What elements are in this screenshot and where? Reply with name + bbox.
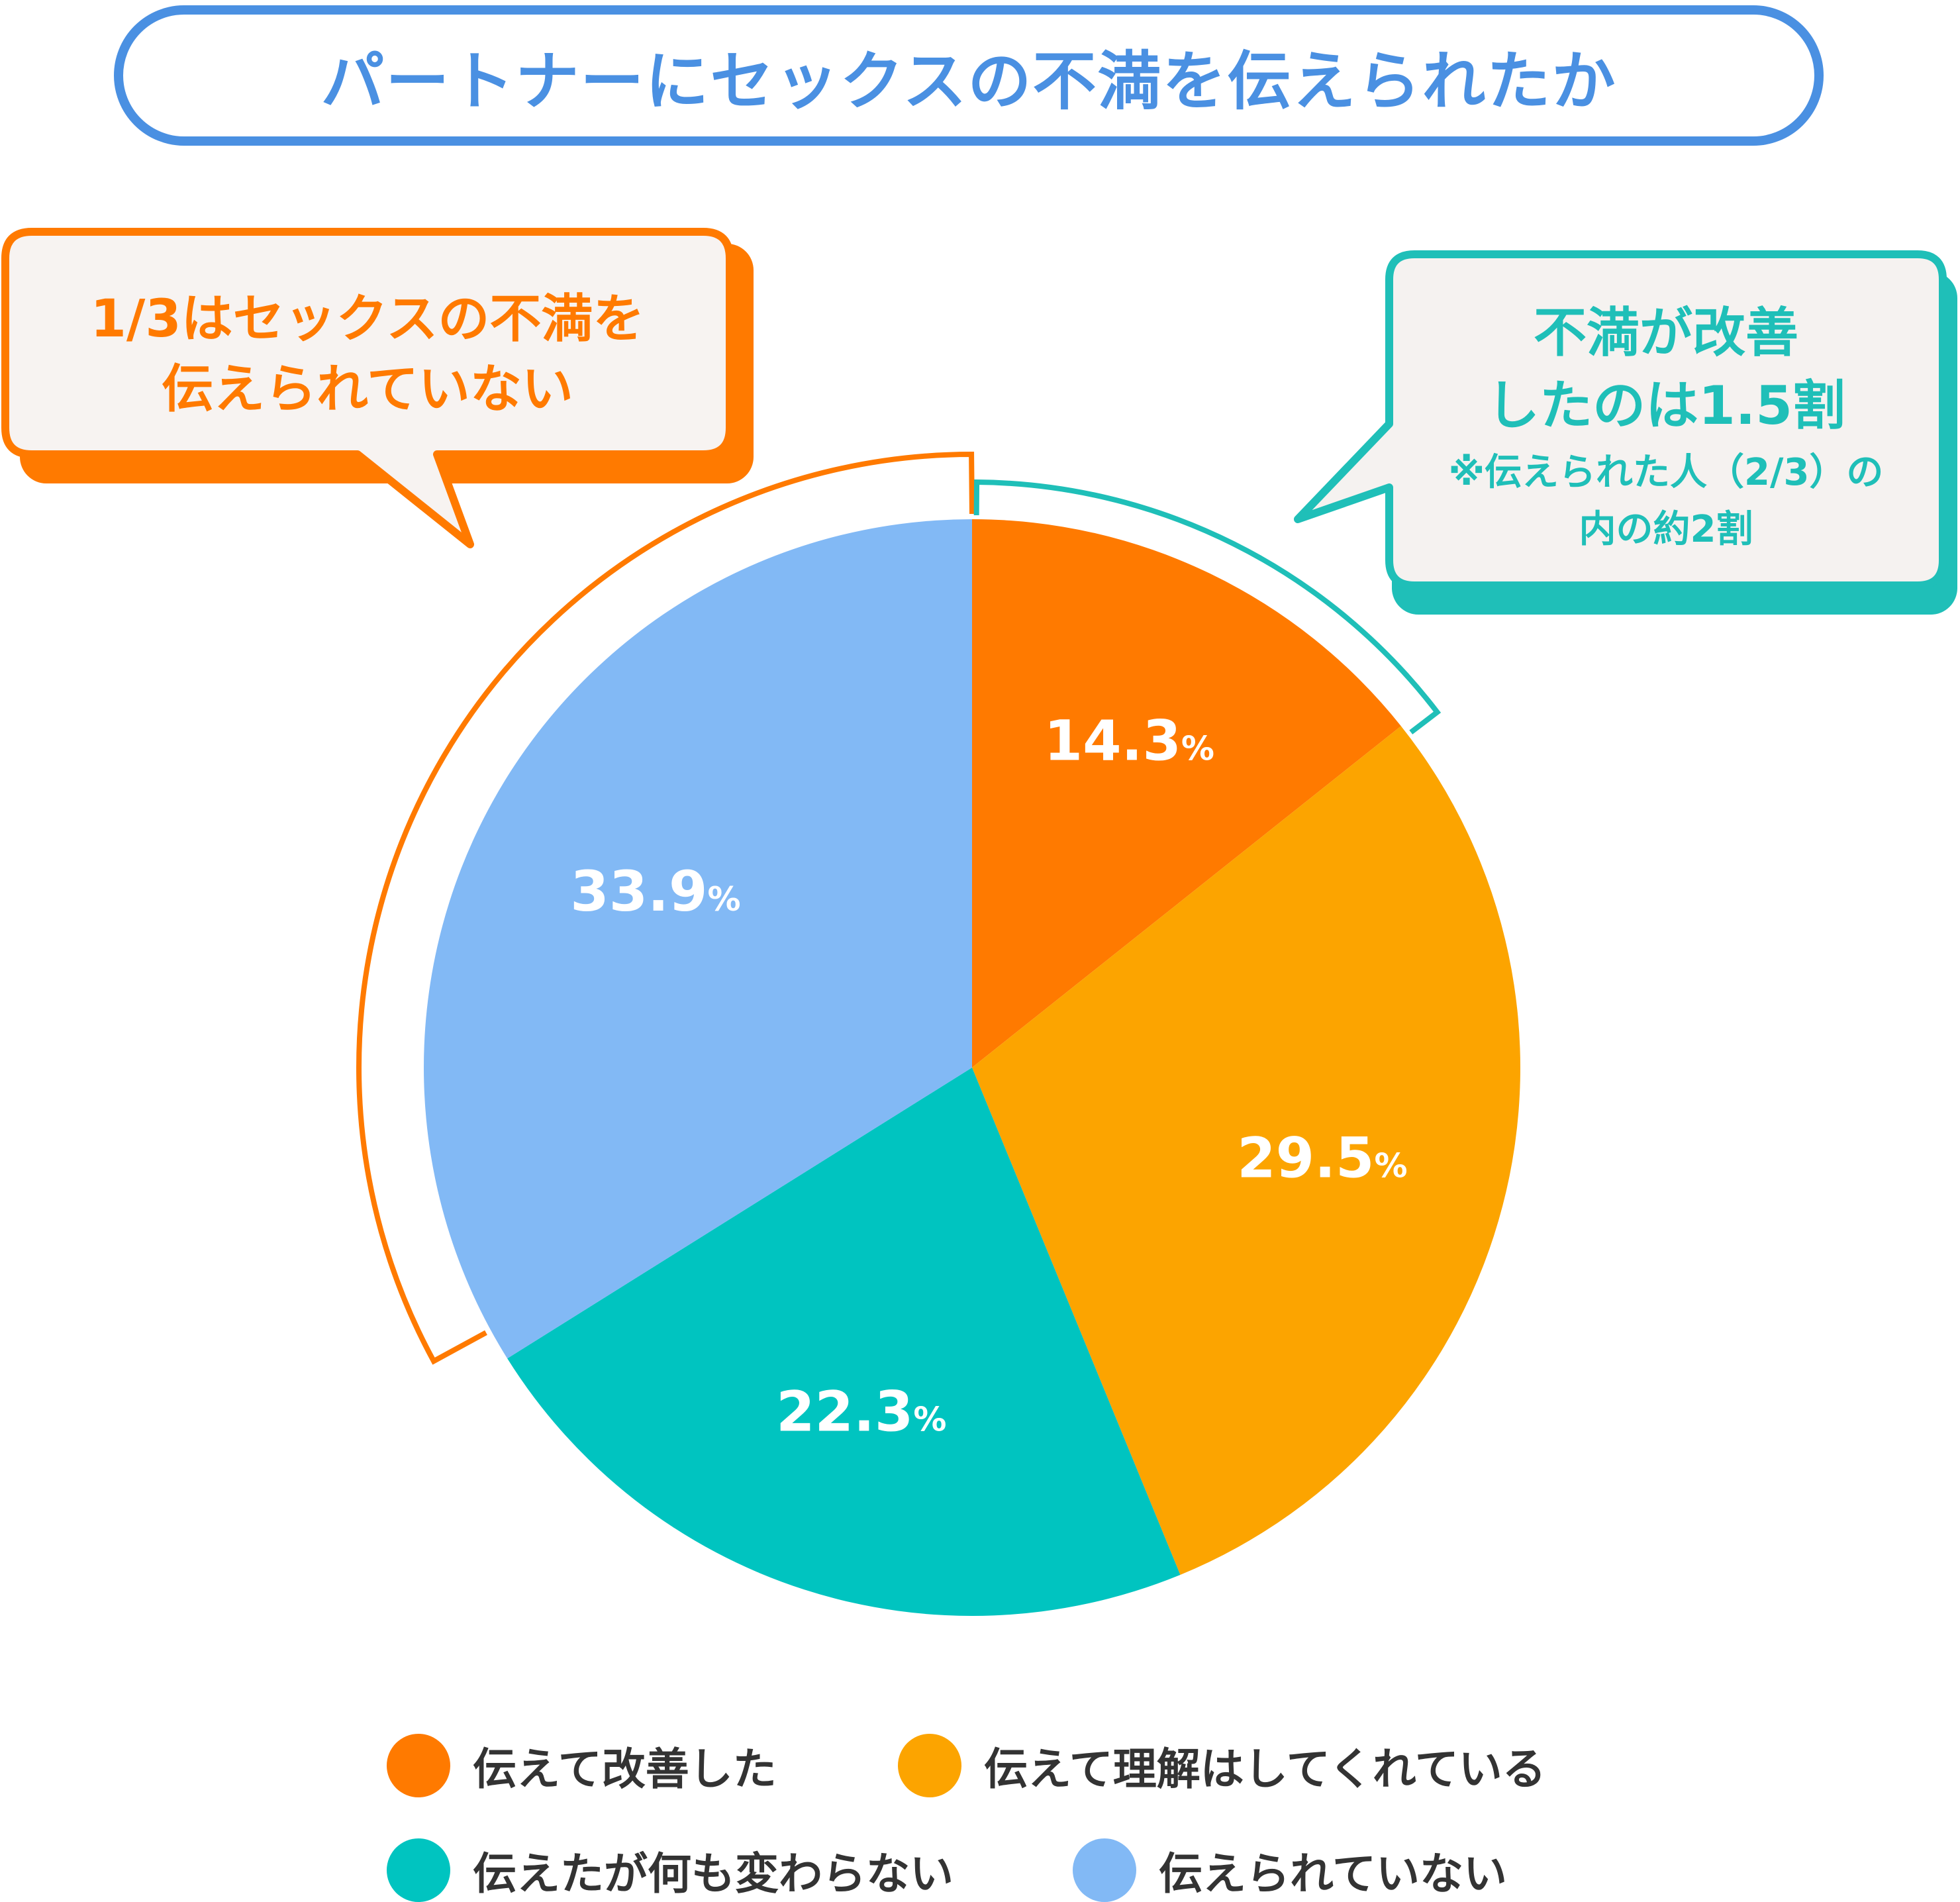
pie-label-1: 14.3% (1044, 709, 1214, 774)
callout-left-line1: 1/3はセックスの不満を (91, 289, 645, 349)
pie-label-2: 29.5% (1237, 1126, 1407, 1191)
chart-title: パートナーにセックスの不満を伝えられたか (320, 44, 1617, 119)
legend-item-2: 伝えて理解はしてくれている (898, 1734, 1546, 1797)
callout-right-note1: ※伝えられた人（2/3）の (1449, 451, 1884, 494)
callout-right-bubble (1294, 250, 1947, 589)
callout-right-line1: 不満が改善 (1534, 302, 1798, 364)
legend-label-2: 伝えて理解はしてくれている (984, 1744, 1546, 1795)
legend-swatch-1 (387, 1734, 450, 1797)
pie-slice-3 (507, 1068, 1181, 1616)
pie-slices (424, 519, 1520, 1616)
legend-swatch-4 (1073, 1838, 1136, 1902)
legend-swatch-2 (898, 1734, 961, 1797)
legend-label-4: 伝えられていない (1159, 1848, 1508, 1899)
legend-item-4: 伝えられていない (1073, 1838, 1507, 1902)
legend-label-1: 伝えて改善した (473, 1744, 777, 1795)
chart-title-box: パートナーにセックスの不満を伝えられたか (114, 5, 1824, 146)
callout-right-line2: したのは1.5割 (1487, 375, 1845, 436)
legend-item-1: 伝えて改善した (387, 1734, 777, 1797)
pie-slice-1 (972, 519, 1401, 1068)
callout-right: 不満が改善 したのは1.5割 ※伝えられた人（2/3）の 内の約2割 (1294, 250, 1957, 615)
legend-label-3: 伝えたが何も変わらない (473, 1848, 954, 1899)
pie-label-3: 22.3% (776, 1379, 946, 1444)
legend-item-3: 伝えたが何も変わらない (387, 1838, 954, 1902)
pie-label-4: 33.9% (570, 859, 740, 924)
callout-left-line2: 伝えられていない (162, 360, 573, 419)
callout-right-note2: 内の約2割 (1579, 508, 1753, 551)
pie-slice-2 (972, 726, 1520, 1575)
bracket-improved (973, 479, 1442, 734)
callout-left-bubble (1, 228, 734, 548)
legend-swatch-3 (387, 1838, 450, 1902)
callout-left: 1/3はセックスの不満を 伝えられていない (1, 228, 754, 548)
pie-labels: 14.3% 29.5% 22.3% 33.9% (570, 709, 1407, 1444)
pie-slice-4 (424, 519, 972, 1359)
bracket-not-told (356, 451, 975, 1365)
